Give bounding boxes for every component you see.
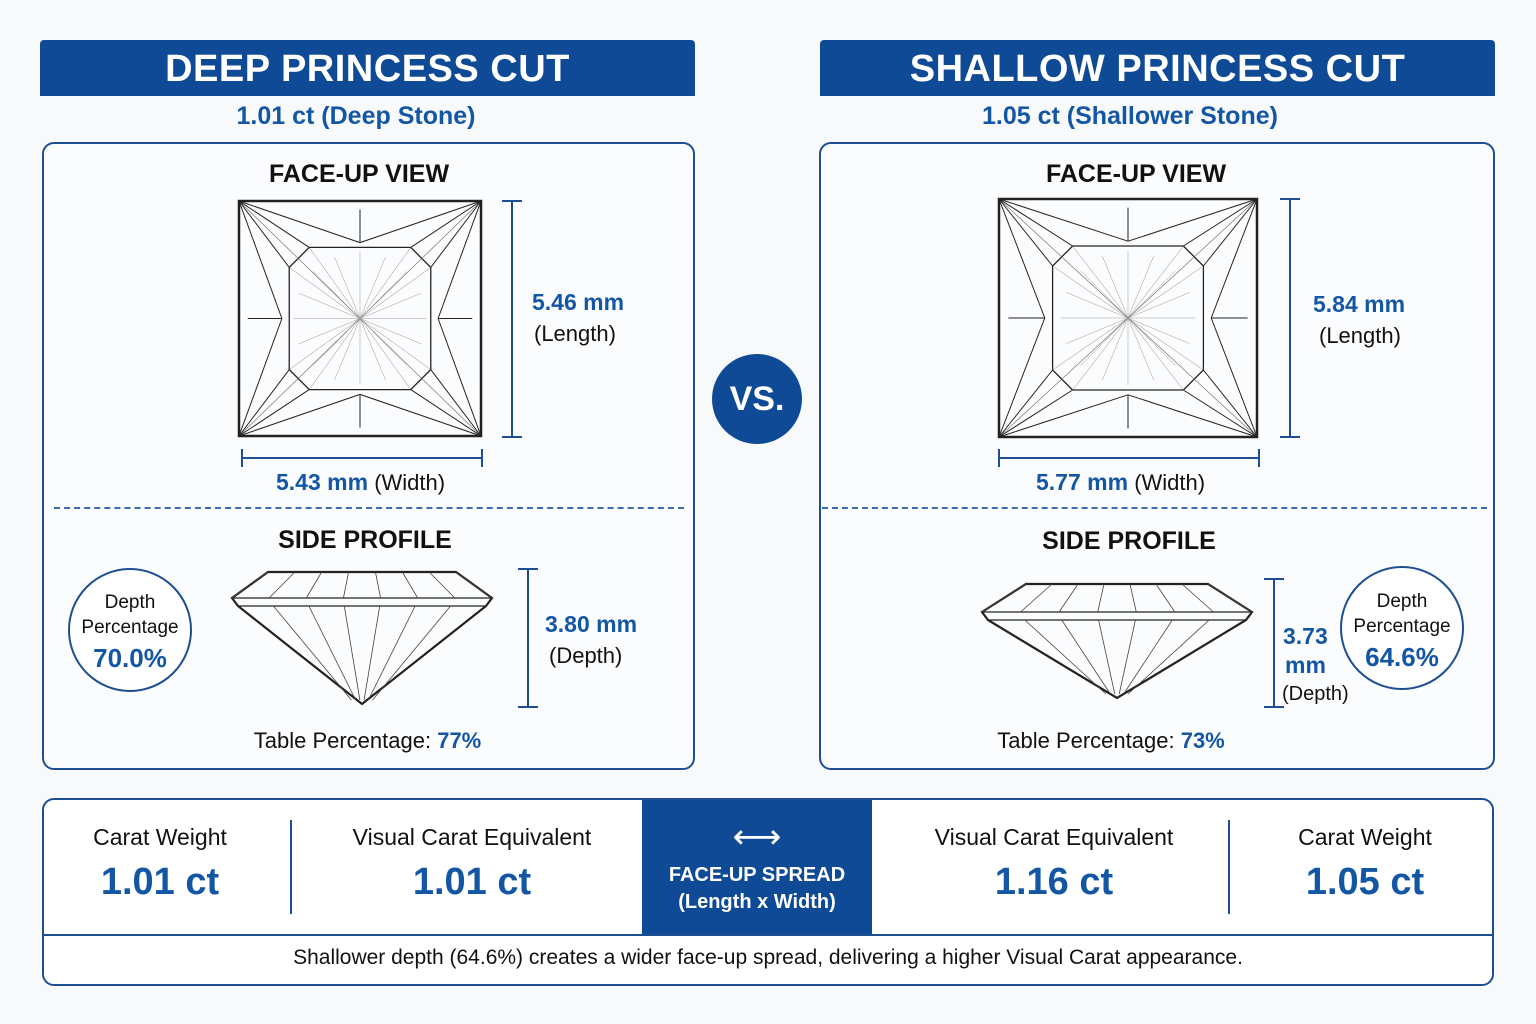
spread-subtitle: (Length x Width) (678, 891, 836, 913)
right-depth-percentage-badge: Depth Percentage 64.6% (1340, 566, 1464, 690)
right-carat-weight-value: 1.05 ct (1305, 861, 1425, 903)
left-face-up-diagram (237, 199, 483, 438)
left-carat-weight-label: Carat Weight (93, 824, 227, 850)
right-table-label: Table Percentage: (997, 728, 1175, 753)
right-width-dimension-line (998, 449, 1260, 467)
right-depth-value-number: 3.73 (1283, 623, 1328, 649)
right-carat-weight-label: Carat Weight (1298, 824, 1432, 850)
right-divider (822, 507, 1487, 509)
left-length-value: 5.46 mm (532, 289, 625, 315)
left-visual-carat-label: Visual Carat Equivalent (352, 824, 592, 850)
right-face-up-diagram (997, 197, 1259, 439)
right-title-banner: SHALLOW PRINCESS CUT (820, 40, 1495, 96)
right-visual-carat-value: 1.16 ct (994, 861, 1114, 903)
right-table-value: 73% (1180, 728, 1225, 753)
right-side-profile-heading: SIDE PROFILE (1042, 527, 1216, 555)
right-length-label: (Length) (1319, 323, 1401, 348)
left-depth-circle-label-1: Depth (104, 592, 156, 613)
left-depth-label-group: 3.80 mm (Depth) (545, 608, 637, 672)
right-title: SHALLOW PRINCESS CUT (909, 48, 1406, 90)
left-width-value: 5.43 mm (276, 469, 369, 495)
spread-title: FACE-UP SPREAD (668, 864, 846, 886)
right-depth-value-unit: mm (1285, 652, 1326, 678)
left-side-profile-heading: SIDE PROFILE (278, 526, 452, 554)
right-side-profile-diagram (980, 582, 1254, 700)
right-width-label-group: 5.77 mm (Width) (1036, 466, 1205, 499)
left-depth-label: (Depth) (549, 643, 623, 668)
right-depth-circle-label-1: Depth (1376, 591, 1428, 612)
left-width-label-group: 5.43 mm (Width) (276, 466, 445, 499)
right-subtitle: 1.05 ct (Shallower Stone) (982, 102, 1278, 130)
face-up-spread-center: ⟷ FACE-UP SPREAD (Length x Width) (642, 800, 872, 935)
left-title-banner: DEEP PRINCESS CUT (40, 40, 695, 96)
left-length-label-group: 5.46 mm (Length) (532, 286, 624, 350)
right-visual-carat: Visual Carat Equivalent 1.16 ct (884, 824, 1224, 904)
right-carat-weight: Carat Weight 1.05 ct (1240, 824, 1490, 904)
left-depth-circle-label-2: Percentage (81, 617, 179, 638)
left-carat-weight-value: 1.01 ct (100, 861, 220, 903)
left-visual-carat-value: 1.01 ct (412, 861, 532, 903)
right-length-label-group: 5.84 mm (Length) (1313, 288, 1405, 352)
left-width-dimension-line (241, 449, 483, 467)
right-depth-dimension-line (1264, 578, 1284, 708)
left-table-label: Table Percentage: (253, 728, 432, 753)
right-length-value: 5.84 mm (1313, 291, 1406, 317)
left-carat-weight: Carat Weight 1.01 ct (44, 824, 276, 904)
comparison-summary-bar: Carat Weight 1.01 ct Visual Carat Equiva… (42, 798, 1494, 986)
divider-right (1228, 820, 1230, 914)
summary-separator (44, 934, 1492, 936)
left-title: DEEP PRINCESS CUT (165, 48, 570, 90)
right-width-label: (Width) (1134, 470, 1206, 495)
right-length-dimension-line (1280, 198, 1300, 438)
double-arrow-icon: ⟷ (732, 818, 782, 856)
divider-left (290, 820, 292, 914)
left-visual-carat: Visual Carat Equivalent 1.01 ct (302, 824, 642, 904)
left-divider (54, 507, 684, 509)
left-face-up-heading: FACE-UP VIEW (268, 160, 450, 188)
left-depth-percentage-badge: Depth Percentage 70.0% (68, 568, 192, 692)
left-length-label: (Length) (534, 321, 616, 346)
summary-statement: Shallower depth (64.6%) creates a wider … (293, 946, 1243, 969)
right-face-up-heading: FACE-UP VIEW (1045, 160, 1227, 188)
right-depth-percentage-value: 64.6% (1365, 642, 1439, 672)
left-table-value: 77% (437, 728, 482, 753)
left-depth-value: 3.80 mm (545, 611, 638, 637)
left-side-profile-diagram (230, 570, 494, 706)
left-subtitle: 1.01 ct (Deep Stone) (236, 102, 476, 130)
left-table-percentage: Table Percentage: 77% (200, 728, 535, 754)
right-depth-label: (Depth) (1282, 683, 1349, 705)
left-depth-dimension-line (518, 568, 538, 708)
right-visual-carat-label: Visual Carat Equivalent (934, 824, 1174, 850)
left-depth-percentage-value: 70.0% (93, 643, 167, 673)
right-width-value: 5.77 mm (1036, 469, 1129, 495)
left-width-label: (Width) (374, 470, 446, 495)
right-table-percentage: Table Percentage: 73% (980, 728, 1242, 754)
vs-badge: VS. (712, 354, 802, 444)
right-depth-circle-label-2: Percentage (1353, 616, 1451, 637)
left-length-dimension-line (502, 200, 522, 438)
right-depth-label-group: 3.73 mm (Depth) (1282, 622, 1349, 709)
